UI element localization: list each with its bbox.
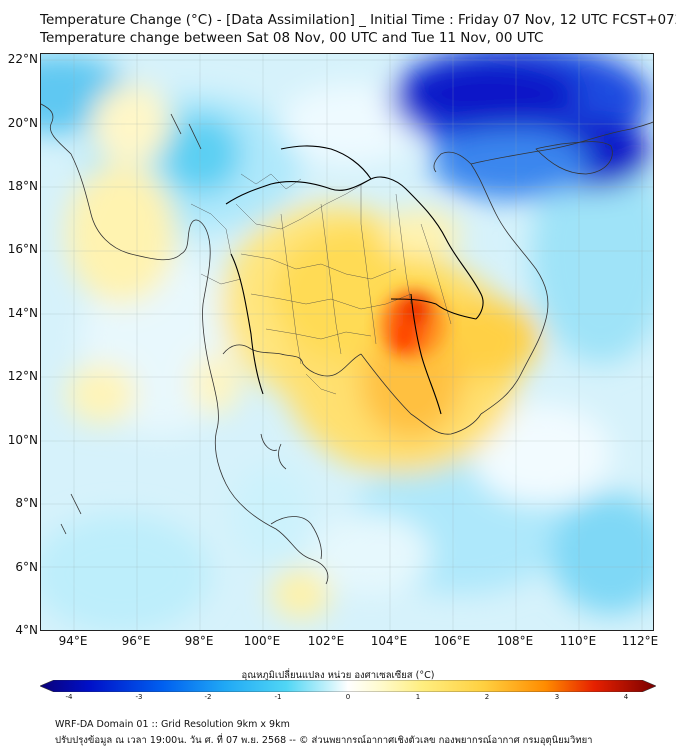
update-credit: ปรับปรุงข้อมูล ณ เวลา 19:00น. วัน ศ. ที่… [55, 735, 593, 746]
map-canvas [41, 54, 653, 630]
graticule [41, 54, 653, 630]
lat-label: 14°N [7, 306, 38, 320]
colorbar-ramp [40, 680, 656, 692]
temperature-field [41, 54, 653, 630]
lat-label: 6°N [15, 560, 38, 574]
province-borders [190, 173, 452, 395]
lat-label: 12°N [7, 369, 38, 383]
lat-label: 16°N [7, 242, 38, 256]
model-info: WRF-DA Domain 01 :: Grid Resolution 9km … [55, 719, 290, 730]
map-subtitle: Temperature change between Sat 08 Nov, 0… [40, 30, 544, 46]
colorbar-tick: -4 [65, 693, 73, 701]
lat-label: 10°N [7, 433, 38, 447]
lat-label: 22°N [7, 52, 38, 66]
lon-label: 112°E [621, 634, 659, 648]
lon-label: 108°E [496, 634, 534, 648]
lon-label: 100°E [243, 634, 281, 648]
colorbar-title: อุณหภูมิเปลี่ยนแปลง หน่วย องศาเซลเซียส (… [241, 670, 435, 681]
lon-label: 96°E [121, 634, 151, 648]
country-borders [225, 145, 484, 415]
colorbar-tick: 1 [415, 693, 421, 701]
lon-label: 104°E [370, 634, 408, 648]
colorbar-tick: 4 [623, 693, 629, 701]
map-title: Temperature Change (°C) - [Data Assimila… [40, 12, 676, 28]
colorbar-tick: -2 [204, 693, 212, 701]
colorbar-tick: -1 [274, 693, 282, 701]
lon-label: 102°E [307, 634, 345, 648]
colorbar-tick: 0 [345, 693, 351, 701]
lon-label: 106°E [433, 634, 471, 648]
lat-label: 20°N [7, 116, 38, 130]
lat-label: 18°N [7, 179, 38, 193]
lon-label: 110°E [559, 634, 597, 648]
hotspot-field [378, 289, 448, 359]
colorbar-tick: 3 [554, 693, 560, 701]
colorbar-tick: -3 [135, 693, 143, 701]
lon-label: 94°E [58, 634, 88, 648]
temperature-change-map [40, 53, 654, 631]
lat-label: 8°N [15, 496, 38, 510]
lat-label: 4°N [15, 623, 38, 637]
colorbar-tick: 2 [484, 693, 490, 701]
colorbar [40, 680, 656, 692]
coastlines [41, 103, 653, 585]
lon-label: 98°E [184, 634, 214, 648]
